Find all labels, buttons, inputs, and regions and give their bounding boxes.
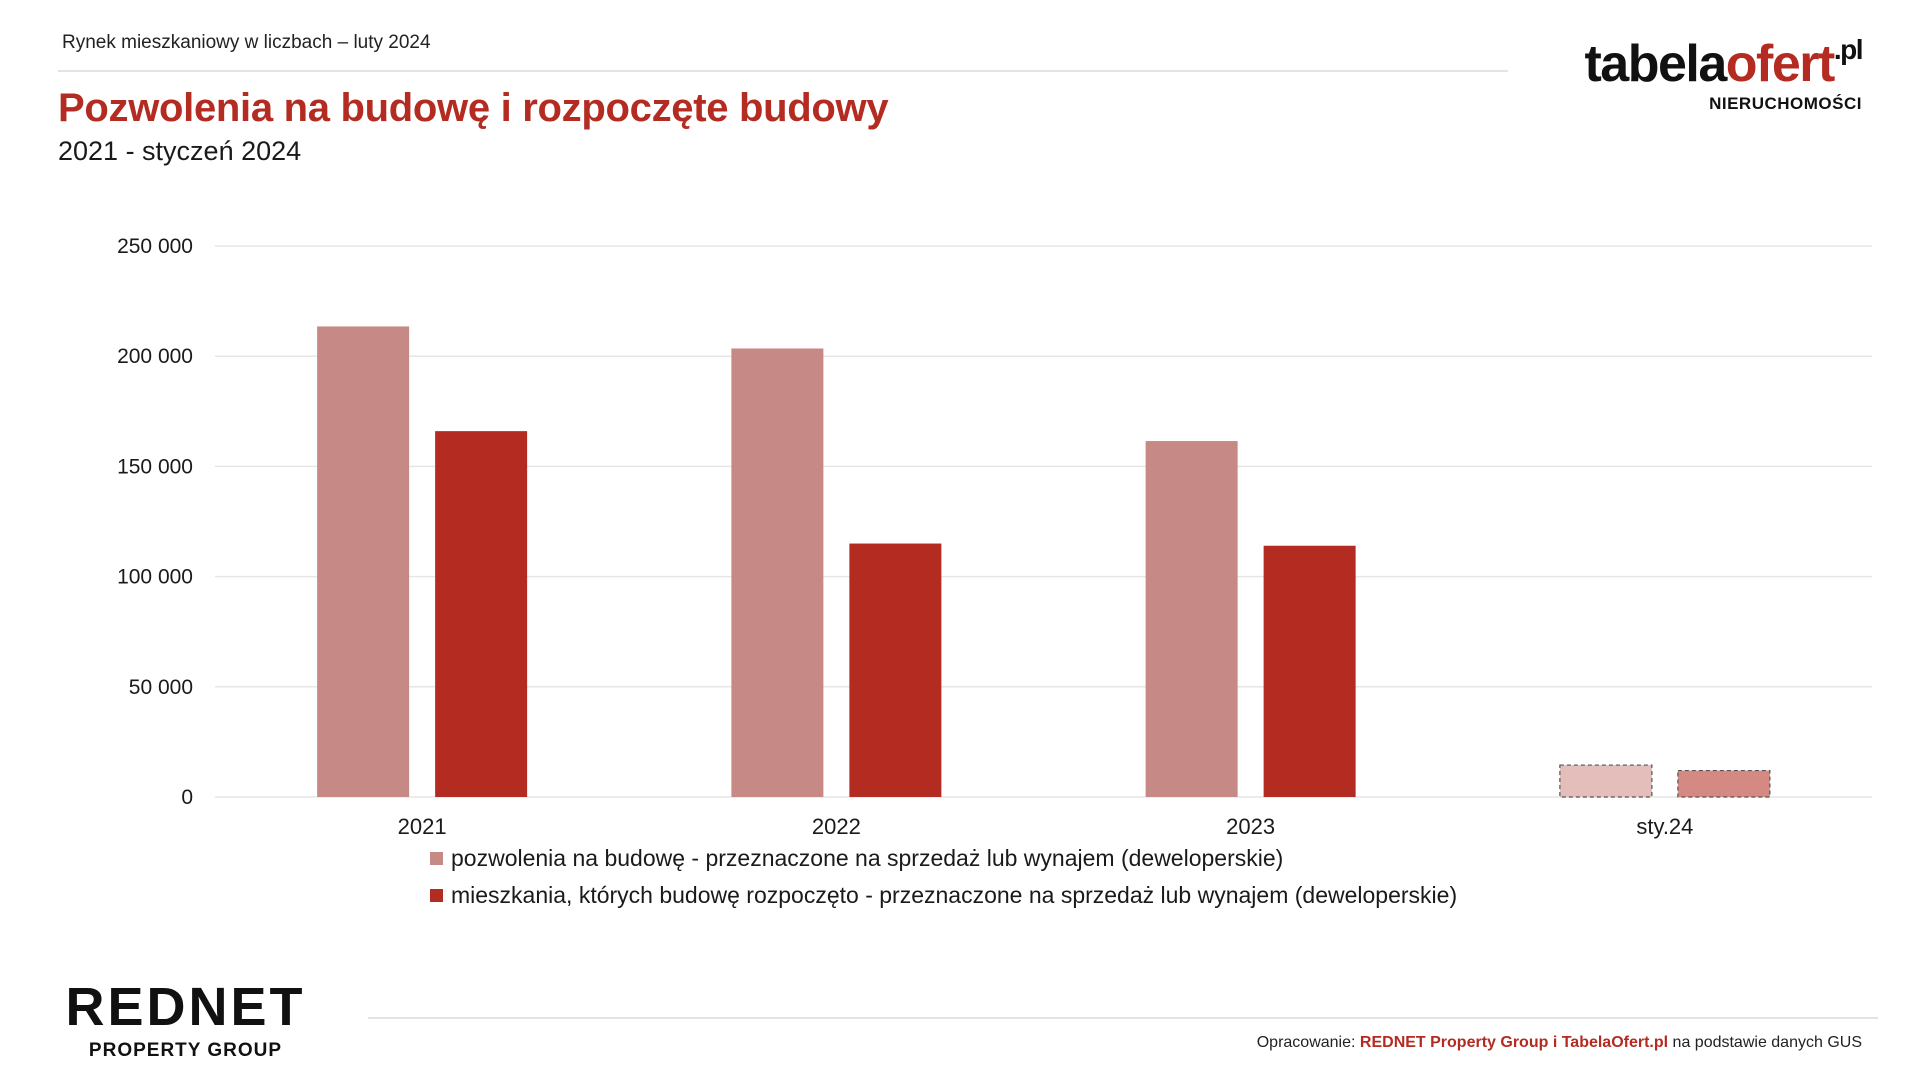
tabelaofert-logo: tabelaofert.pl NIERUCHOMOŚCI	[1584, 35, 1863, 114]
legend-swatch-starts	[430, 889, 443, 902]
report-header-label: Rynek mieszkaniowy w liczbach – luty 202…	[62, 32, 431, 53]
legend-swatch-permits	[430, 852, 443, 865]
bar-permits	[317, 326, 410, 797]
bar-starts	[1263, 545, 1356, 797]
bar-starts	[435, 431, 528, 797]
legend-item-starts: mieszkania, których budowę rozpoczęto - …	[430, 877, 1457, 914]
y-tick-label: 250 000	[117, 235, 193, 258]
chart-legend: pozwolenia na budowę - przeznaczone na s…	[430, 840, 1457, 914]
logo-part-ofert: ofert	[1725, 35, 1836, 93]
x-tick-label: 2023	[1226, 814, 1275, 839]
rednet-logo-main: REDNET	[65, 977, 306, 1037]
logo-part-tabela: tabela	[1584, 35, 1727, 93]
header-divider	[58, 70, 1508, 72]
page-title: Pozwolenia na budowę i rozpoczęte budowy	[58, 86, 889, 130]
bar-starts	[1677, 769, 1771, 798]
bar-permits	[1145, 441, 1238, 797]
logo-part-pl: .pl	[1833, 34, 1864, 65]
logo-tagline: NIERUCHOMOŚCI	[1709, 94, 1862, 113]
y-tick-label: 150 000	[117, 455, 193, 478]
y-tick-label: 100 000	[117, 566, 193, 589]
source-highlight: REDNET Property Group i TabelaOfert.pl	[1359, 1034, 1669, 1051]
source-note: Opracowanie: REDNET Property Group i Tab…	[1257, 1034, 1862, 1052]
legend-item-permits: pozwolenia na budowę - przeznaczone na s…	[430, 840, 1457, 877]
source-prefix: Opracowanie:	[1256, 1034, 1356, 1051]
y-tick-label: 0	[181, 786, 193, 809]
bar-permits	[731, 348, 824, 797]
rednet-logo: REDNET PROPERTY GROUP	[58, 980, 313, 1062]
bar-permits	[1559, 764, 1653, 798]
footer-divider	[368, 1017, 1878, 1019]
y-tick-label: 50 000	[129, 676, 193, 699]
bar-starts	[849, 543, 942, 797]
legend-label-starts: mieszkania, których budowę rozpoczęto - …	[451, 882, 1458, 908]
page-subtitle: 2021 - styczeń 2024	[58, 136, 302, 166]
rednet-logo-sub: PROPERTY GROUP	[88, 1040, 283, 1061]
source-suffix: na podstawie danych GUS	[1672, 1034, 1862, 1051]
legend-label-permits: pozwolenia na budowę - przeznaczone na s…	[451, 845, 1284, 871]
x-tick-label: 2021	[398, 814, 447, 839]
x-tick-label: sty.24	[1636, 814, 1693, 839]
y-tick-label: 200 000	[117, 345, 193, 368]
x-tick-label: 2022	[812, 814, 861, 839]
